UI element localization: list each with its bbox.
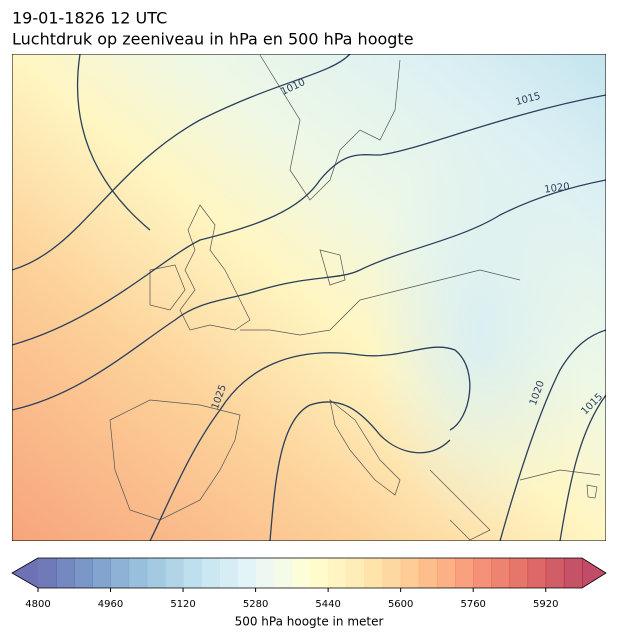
colorbar-band [382,558,402,588]
colorbar-band [491,558,510,588]
colorbar-band [545,558,565,588]
colorbar-band [146,558,166,588]
colorbar-band [455,558,474,588]
colorbar-band [237,558,257,588]
colorbar-band [74,558,93,588]
colorbar-tick-label: 4960 [98,599,123,610]
colorbar-band [563,558,583,588]
colorbar-band [183,558,202,588]
colorbar-band [56,558,75,588]
colorbar-band [436,558,456,588]
colorbar-band [509,558,529,588]
subtitle: Luchtdruk op zeeniveau in hPa en 500 hPa… [12,30,414,49]
colorbar-band [291,558,311,588]
title: 19-01-1826 12 UTC [12,9,167,28]
colorbar: 4800 4960 5120 5280 5440 5600 5760 5920 [11,557,607,610]
colorbar-band [219,558,238,588]
coastlines [109,54,601,541]
colorbar-tick-label: 5280 [243,599,268,610]
colorbar-tick-label: 5920 [533,599,558,610]
colorbar-tick-label: 5600 [388,599,413,610]
colorbar-label: 500 hPa hoogte in meter [235,615,384,629]
colorbar-band [128,558,148,588]
colorbar-tick-label: 5440 [315,599,340,610]
contour-label: 1020 [544,181,571,195]
colorbar-band [273,558,293,588]
colorbar-band [418,558,438,588]
colorbar-band [255,558,275,588]
colorbar-band [364,558,384,588]
colorbar-band [310,558,329,588]
colorbar-extension [12,558,38,588]
colorbar-outline [11,557,607,589]
colorbar-tick-label: 5760 [460,599,485,610]
colorbar-band [473,558,492,588]
colorbar-band [164,558,184,588]
colorbar-band [328,558,347,588]
colorbar-extension [582,558,606,588]
pressure-contours [12,54,606,541]
colorbar-band [527,558,547,588]
colorbar-band [92,558,112,588]
colorbar-band [110,558,130,588]
colorbar-band [346,558,365,588]
colorbar-band [38,558,57,588]
colorbar-band [400,558,420,588]
colorbar-band [201,558,220,588]
colorbar-tick-label: 5120 [170,599,195,610]
map [12,54,606,541]
colorbar-tick-label: 4800 [25,599,50,610]
